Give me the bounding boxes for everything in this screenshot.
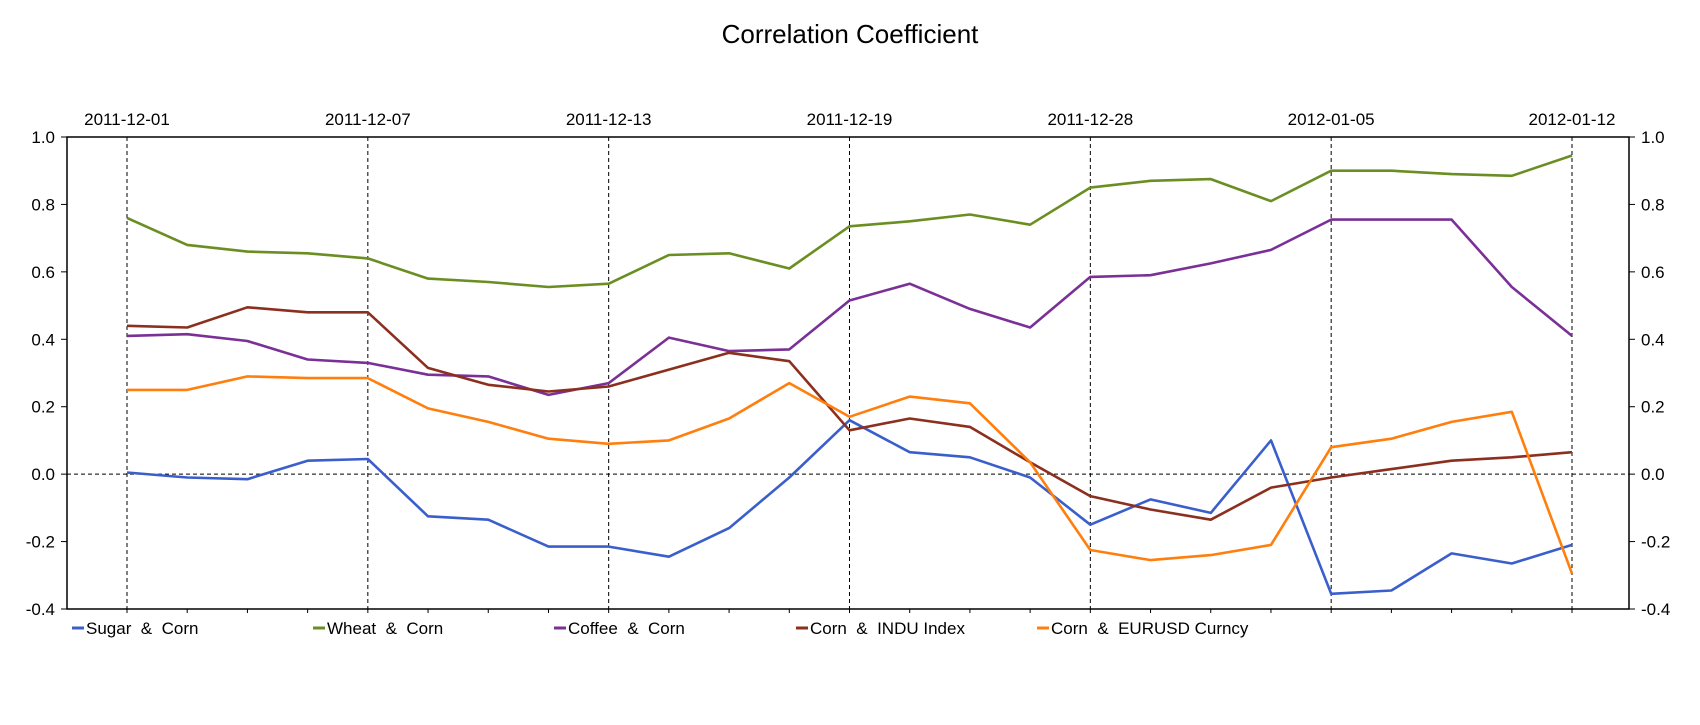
axis-layer: 2011-12-01 2011-12-07 2011-12-13 2011-12-19… bbox=[26, 110, 1671, 619]
x-tick-label: 2012-01-05 bbox=[1288, 110, 1375, 129]
plot-frame bbox=[66, 136, 1630, 610]
series-line-1 bbox=[126, 418, 1573, 596]
y-tick-label-right: 0.2 bbox=[1641, 398, 1665, 417]
series-layer bbox=[126, 154, 1574, 596]
y-tick-label-right: 0.0 bbox=[1641, 465, 1665, 484]
y-tick-label-left: 0.0 bbox=[31, 465, 55, 484]
legend-label: Corn & INDU Index bbox=[810, 619, 965, 638]
x-tick-label: 2012-01-12 bbox=[1529, 110, 1616, 129]
x-tick-label: 2011-12-01 bbox=[84, 110, 170, 129]
series-line-4 bbox=[126, 305, 1573, 522]
y-tick-label-right: 0.8 bbox=[1641, 195, 1665, 214]
series-line-2 bbox=[126, 154, 1573, 289]
legend-label: Corn & EURUSD Curncy bbox=[1051, 619, 1249, 638]
y-tick-label-left: 0.6 bbox=[31, 263, 55, 282]
y-tick-label-right: -0.4 bbox=[1641, 600, 1670, 619]
y-tick-label-right: 1.0 bbox=[1641, 128, 1665, 147]
y-tick-label-left: 0.4 bbox=[31, 330, 55, 349]
y-tick-label-right: 0.6 bbox=[1641, 263, 1665, 282]
chart-title: Correlation Coefficient bbox=[722, 19, 980, 49]
y-tick-label-left: 0.8 bbox=[31, 195, 55, 214]
y-tick-label-left: -0.2 bbox=[26, 533, 55, 552]
y-tick-label-left: 0.2 bbox=[31, 398, 55, 417]
grid-layer bbox=[67, 137, 1629, 609]
legend-label: Coffee & Corn bbox=[568, 619, 685, 638]
legend-label: Sugar & Corn bbox=[86, 619, 198, 638]
x-tick-label: 2011-12-28 bbox=[1047, 110, 1133, 129]
y-tick-label-left: 1.0 bbox=[31, 128, 55, 147]
y-tick-label-right: -0.2 bbox=[1641, 533, 1670, 552]
y-tick-label-right: 0.4 bbox=[1641, 330, 1665, 349]
legend-label: Wheat & Corn bbox=[327, 619, 443, 638]
x-tick-label: 2011-12-13 bbox=[566, 110, 652, 129]
x-tick-label: 2011-12-19 bbox=[807, 110, 893, 129]
legend: Sugar & Corn Wheat & Corn Coffee & Corn Cor… bbox=[72, 619, 1249, 638]
series-line-3 bbox=[126, 218, 1573, 397]
y-tick-label-left: -0.4 bbox=[26, 600, 55, 619]
series-line-5 bbox=[127, 375, 1574, 575]
x-tick-label: 2011-12-07 bbox=[325, 110, 411, 129]
